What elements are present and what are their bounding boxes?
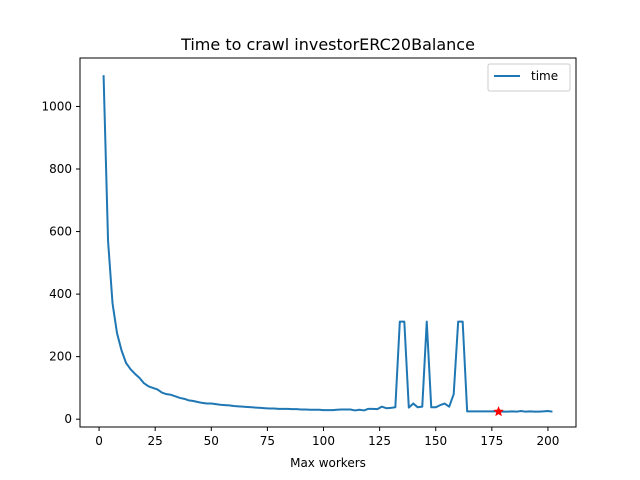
x-tick-label: 150 <box>424 434 447 448</box>
y-tick-label: 600 <box>49 225 72 239</box>
legend: time <box>487 63 571 92</box>
x-axis-label: Max workers <box>290 456 366 470</box>
x-tick-label: 200 <box>536 434 559 448</box>
y-tick-label: 800 <box>49 162 72 176</box>
x-tick-label: 0 <box>95 434 103 448</box>
plot-area <box>102 75 553 417</box>
y-tick-label: 0 <box>64 412 72 426</box>
legend-box <box>487 63 571 92</box>
axes: 0 25 50 75 100 125 150 175 200 0 200 400 600 800 1000 <box>41 57 577 448</box>
chart-title: Time to crawl investorERC20Balance <box>180 35 475 54</box>
y-tick-label: 200 <box>49 350 72 364</box>
marker-star <box>493 406 504 417</box>
y-tick-label: 400 <box>49 287 72 301</box>
x-tick-label: 50 <box>204 434 219 448</box>
x-tick-label: 100 <box>312 434 335 448</box>
x-tick-label: 25 <box>148 434 163 448</box>
legend-label: time <box>531 69 558 83</box>
series-line-time <box>102 75 553 413</box>
x-tick-label: 75 <box>260 434 275 448</box>
y-tick-label: 1000 <box>41 99 72 113</box>
x-tick-label: 125 <box>368 434 391 448</box>
x-tick-label: 175 <box>480 434 503 448</box>
axes-frame <box>79 57 577 428</box>
